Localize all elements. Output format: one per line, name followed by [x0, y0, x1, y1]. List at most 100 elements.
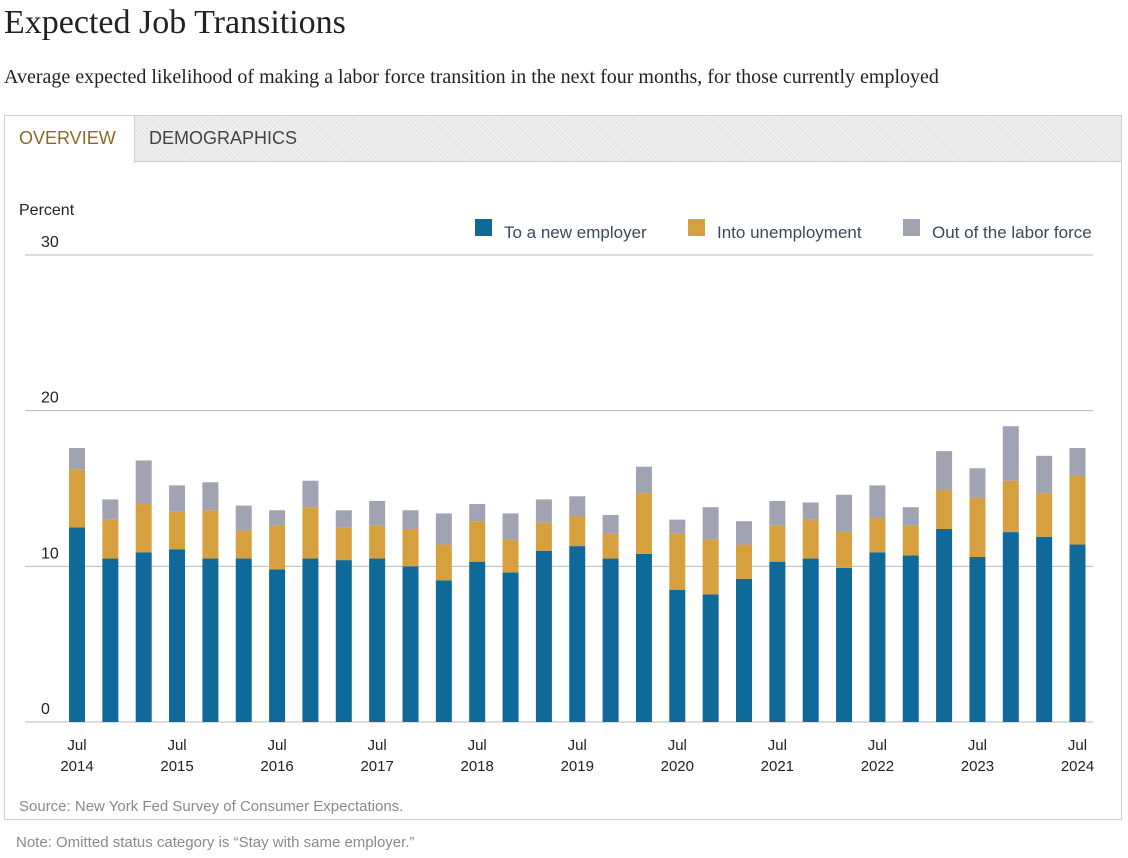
- x-axis-ticks: Jul 2014 Jul 2015 Jul 2016 Jul 2017 Jul 2018 Jul 20…: [60, 737, 1094, 775]
- x-tick-label: 2017: [360, 758, 393, 775]
- bar-segment: [169, 511, 186, 550]
- bar-segment: [602, 533, 619, 559]
- x-tick-label: 2021: [761, 758, 794, 775]
- x-tick-label: 2020: [661, 758, 694, 775]
- x-tick-label: Jul: [868, 737, 887, 754]
- bar-segment: [635, 493, 652, 554]
- bar-segment: [969, 556, 986, 722]
- bar-segment: [569, 546, 586, 722]
- chart-panel: OVERVIEW DEMOGRAPHICS Percent 0 10 20 30 Ju…: [4, 115, 1122, 820]
- legend-label: Out of the labor force: [932, 223, 1092, 242]
- bar-segment: [936, 451, 953, 491]
- bar-segment: [235, 505, 252, 531]
- y-tick-label: 10: [41, 545, 59, 562]
- bar-segment: [736, 578, 752, 722]
- bar-segment: [869, 518, 886, 553]
- bar-segment: [102, 499, 119, 520]
- bar-segment: [135, 460, 152, 505]
- bar-segment: [369, 558, 386, 722]
- x-tick-label: Jul: [1068, 737, 1087, 754]
- bar-segment: [1069, 448, 1086, 477]
- bar-segment: [69, 469, 85, 528]
- page-title: Expected Job Transitions: [4, 4, 346, 41]
- x-tick-label: Jul: [167, 737, 186, 754]
- bar-segment: [435, 513, 452, 545]
- tab-demographics[interactable]: DEMOGRAPHICS: [149, 128, 298, 148]
- bar-segment: [535, 499, 552, 523]
- bar-segment: [335, 560, 352, 722]
- bar-segment: [369, 525, 386, 559]
- bar-segment: [902, 525, 919, 556]
- page-subtitle: Average expected likelihood of making a …: [4, 66, 939, 88]
- tab-overview[interactable]: OVERVIEW: [5, 116, 135, 163]
- bar-segment: [135, 504, 152, 553]
- bar-segment: [836, 532, 853, 568]
- bar-segment: [202, 510, 219, 559]
- bar-segment: [635, 553, 652, 722]
- x-tick-label: 2018: [461, 758, 494, 775]
- bar-segment: [202, 558, 219, 722]
- bar-segment: [969, 468, 986, 498]
- bar-segment: [635, 466, 652, 494]
- bar-segment: [269, 569, 286, 722]
- y-axis-label: Percent: [19, 202, 75, 219]
- bar-segment: [769, 561, 786, 722]
- x-tick-label: 2016: [260, 758, 293, 775]
- bar-segment: [602, 558, 619, 722]
- bar-segment: [402, 510, 419, 529]
- bar-segment: [1069, 544, 1086, 722]
- bar-segment: [69, 448, 85, 470]
- x-tick-label: 2024: [1061, 758, 1094, 775]
- bar-segment: [669, 589, 686, 722]
- bar-segment: [435, 544, 452, 581]
- bar-segment: [1069, 476, 1086, 545]
- bars: [69, 426, 1086, 722]
- y-tick-label: 30: [41, 234, 59, 251]
- bar-segment: [936, 490, 953, 529]
- legend-swatch: [475, 219, 492, 236]
- x-tick-label: Jul: [768, 737, 787, 754]
- bar-segment: [736, 544, 752, 579]
- bar-segment: [402, 528, 419, 567]
- bar-segment: [69, 527, 85, 722]
- legend: To a new employer Into unemployment Out of…: [475, 219, 1092, 242]
- bar-segment: [535, 522, 552, 551]
- bar-segment: [302, 558, 319, 722]
- bar-segment: [702, 539, 719, 595]
- bar-segment: [836, 494, 853, 533]
- bar-segment: [369, 500, 386, 526]
- bar-segment: [1036, 455, 1053, 494]
- x-tick-label: 2015: [160, 758, 193, 775]
- bar-segment: [502, 572, 519, 722]
- footnote: Note: Omitted status category is “Stay w…: [16, 834, 415, 851]
- bar-segment: [669, 533, 686, 590]
- bar-segment: [269, 510, 286, 526]
- x-tick-label: Jul: [368, 737, 387, 754]
- bar-segment: [1002, 480, 1019, 533]
- bar-segment: [302, 480, 319, 508]
- bar-segment: [135, 552, 152, 722]
- bar-segment: [502, 513, 519, 540]
- bar-segment: [235, 530, 252, 559]
- bar-segment: [1036, 536, 1053, 722]
- legend-swatch: [688, 219, 705, 236]
- bar-segment: [869, 485, 886, 519]
- bar-segment: [702, 594, 719, 722]
- bar-segment: [802, 558, 819, 722]
- bar-segment: [469, 521, 486, 562]
- bar-segment: [569, 496, 586, 517]
- bar-segment: [335, 510, 352, 528]
- bar-segment: [769, 500, 786, 526]
- bar-segment: [169, 485, 186, 512]
- x-tick-label: Jul: [67, 737, 86, 754]
- x-tick-label: Jul: [668, 737, 687, 754]
- bar-segment: [102, 519, 119, 559]
- bar-segment: [402, 566, 419, 722]
- bar-segment: [902, 555, 919, 722]
- bar-segment: [802, 502, 819, 520]
- bar-segment: [969, 497, 986, 557]
- y-tick-label: 20: [41, 390, 59, 407]
- x-tick-label: Jul: [568, 737, 587, 754]
- bar-segment: [769, 525, 786, 562]
